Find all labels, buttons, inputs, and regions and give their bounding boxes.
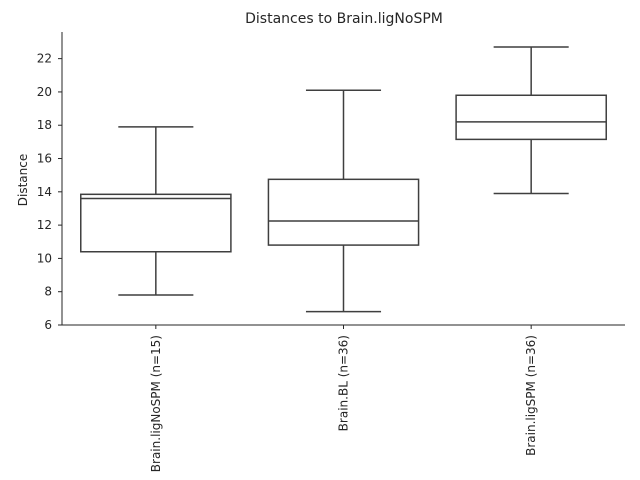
y-tick-label-8: 22 (37, 52, 52, 66)
y-tick-label-4: 14 (37, 185, 52, 199)
y-ticks: 6 8 10 12 14 16 18 20 22 (37, 52, 62, 332)
y-tick-label-5: 16 (37, 152, 52, 166)
y-tick-label-7: 20 (37, 85, 52, 99)
y-tick-label-2: 10 (37, 251, 52, 265)
y-axis-label: Distance (16, 154, 30, 206)
x-tick-label-1: Brain.BL (n=36) (337, 335, 351, 431)
boxes (80, 46, 607, 313)
x-tick-label-2: Brain.ligSPM (n=36) (524, 335, 538, 456)
y-tick-label-3: 12 (37, 218, 52, 232)
y-tick-label-0: 6 (44, 318, 52, 332)
iqr-box (80, 193, 232, 253)
box-0 (80, 126, 232, 296)
x-tick-label-0: Brain.ligNoSPM (n=15) (149, 335, 163, 472)
x-ticks: Brain.ligNoSPM (n=15) Brain.BL (n=36) Brai… (149, 325, 538, 472)
box-2 (455, 46, 607, 195)
y-tick-label-6: 18 (37, 118, 52, 132)
box-1 (267, 89, 420, 313)
iqr-box (267, 178, 420, 246)
iqr-box (455, 94, 607, 141)
y-tick-label-1: 8 (44, 285, 52, 299)
chart-title: Distances to Brain.ligNoSPM (245, 11, 443, 27)
